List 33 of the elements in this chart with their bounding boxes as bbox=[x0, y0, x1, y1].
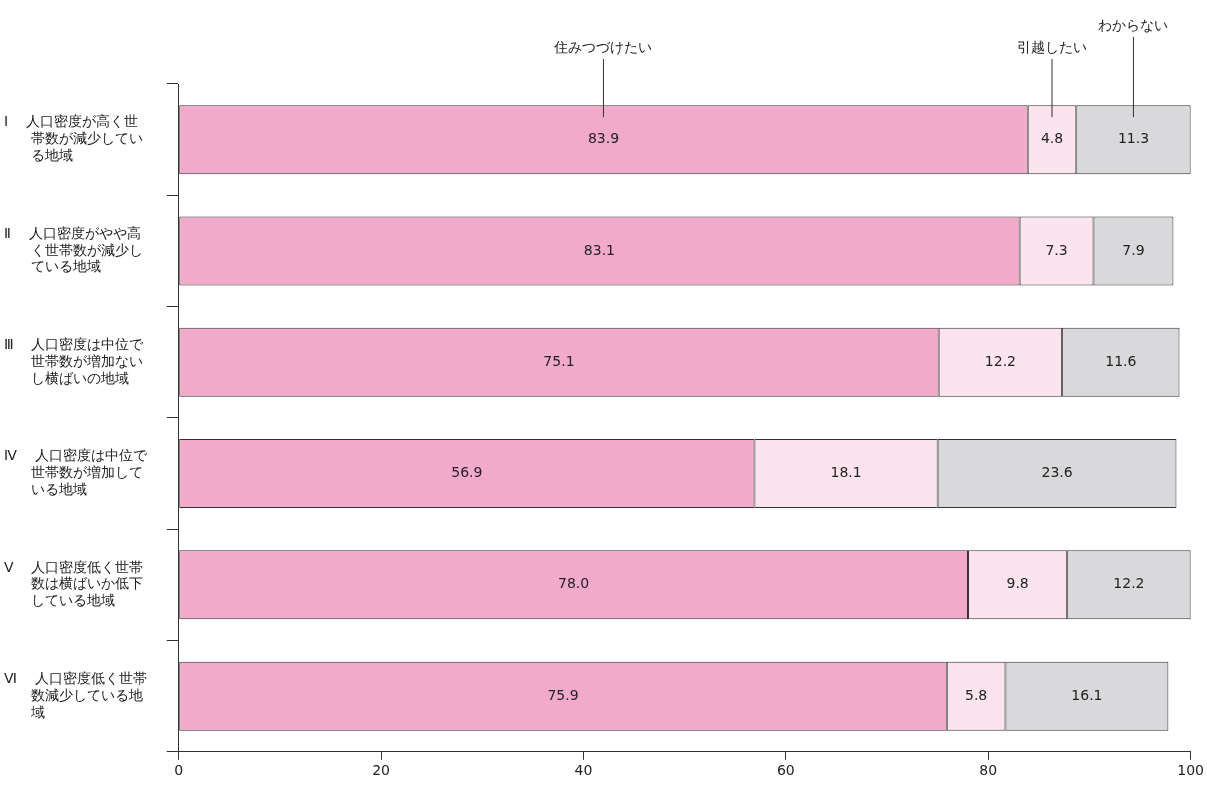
data-label: 16.1 bbox=[1071, 686, 1103, 703]
data-label: 12.2 bbox=[1113, 575, 1145, 592]
data-label: 18.1 bbox=[830, 464, 862, 481]
y-tick-label: Ⅰ 人口密度が高く世帯数が減少している地域 bbox=[4, 113, 143, 164]
data-label: 5.8 bbox=[964, 686, 988, 703]
text: 引越したい bbox=[1017, 38, 1088, 55]
x-tick-label: 20 bbox=[372, 761, 391, 778]
data-label: 75.1 bbox=[543, 352, 575, 369]
x-tick-label: 0 bbox=[174, 761, 184, 778]
x-tick-label: 40 bbox=[574, 761, 593, 778]
text: わからない bbox=[1098, 16, 1169, 33]
data-label: 78.0 bbox=[558, 575, 590, 592]
data-label: 12.2 bbox=[984, 352, 1016, 369]
text: 住みつづけたい bbox=[553, 38, 653, 55]
data-label: 83.1 bbox=[583, 241, 616, 258]
data-label: 56.9 bbox=[451, 464, 483, 481]
x-tick-label: 80 bbox=[979, 761, 998, 778]
y-tick-label: Ⅲ 人口密度は中位で世帯数が増加ないし横ばいの地域 bbox=[4, 336, 145, 386]
data-label: 9.8 bbox=[1006, 575, 1029, 592]
data-label: 75.9 bbox=[547, 686, 579, 703]
x-tick-label: 60 bbox=[776, 761, 795, 778]
y-tick-label: Ⅴ 人口密度低く世帯数は横ばいか低下している地域 bbox=[4, 558, 144, 609]
x-tick-label: 100 bbox=[1177, 761, 1205, 778]
data-label: 7.9 bbox=[1122, 241, 1145, 258]
data-label: 23.6 bbox=[1041, 464, 1073, 481]
data-label: 11.6 bbox=[1105, 352, 1137, 369]
y-tick-label: Ⅳ 人口密度は中位で世帯数が増加している地域 bbox=[4, 447, 148, 497]
data-label: 83.9 bbox=[587, 130, 620, 147]
data-label: 11.3 bbox=[1117, 130, 1150, 147]
data-label: 4.8 bbox=[1040, 130, 1064, 147]
y-tick-label: Ⅱ 人口密度がやや高く世帯数が減少している地域 bbox=[4, 224, 143, 275]
y-tick-label: Ⅵ 人口密度低く世帯数減少している地域 bbox=[4, 669, 147, 720]
data-label: 7.3 bbox=[1045, 241, 1068, 258]
